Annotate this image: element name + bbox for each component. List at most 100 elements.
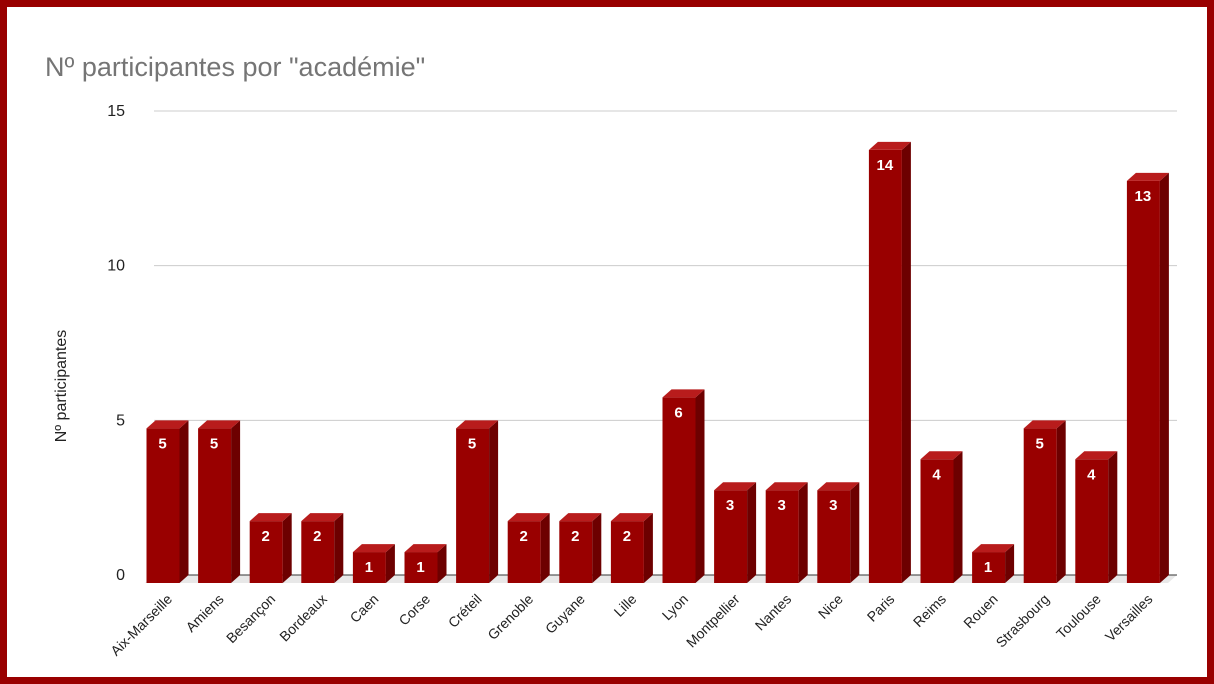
- bar-side: [798, 482, 808, 583]
- x-tick-label: Montpellier: [683, 591, 743, 651]
- bar-top: [352, 544, 395, 553]
- bar-top: [868, 141, 911, 150]
- bar-top: [456, 420, 499, 429]
- y-tick-label: 5: [116, 412, 125, 429]
- bar-value-label: 13: [1135, 188, 1152, 205]
- bar: [817, 490, 851, 583]
- bar-value-label: 6: [674, 404, 682, 421]
- bar-top: [817, 482, 860, 491]
- bar-side: [231, 420, 241, 583]
- bar-top: [507, 513, 550, 522]
- x-tick-label: Reims: [910, 591, 949, 630]
- bar: [1075, 459, 1109, 583]
- x-tick-label: Caen: [347, 591, 382, 626]
- bar-top: [714, 482, 757, 491]
- bar: [301, 521, 335, 583]
- bar: [662, 397, 696, 583]
- bar-value-label: 3: [726, 497, 734, 514]
- x-tick-label: Rouen: [960, 591, 1000, 631]
- bar-side: [282, 513, 292, 583]
- bar-side: [850, 482, 860, 583]
- x-tick-label: Lyon: [659, 591, 691, 623]
- bar-side: [1005, 544, 1015, 583]
- bar-top: [249, 513, 292, 522]
- bar-side: [901, 141, 911, 583]
- x-tick-label: Créteil: [445, 591, 485, 631]
- bar: [1126, 180, 1160, 583]
- bar: [972, 552, 1006, 583]
- x-tick-label: Versailles: [1102, 591, 1156, 645]
- bar-side: [1108, 451, 1118, 583]
- x-tick-label: Bordeaux: [276, 591, 330, 645]
- bar: [920, 459, 954, 583]
- bar-value-label: 5: [1036, 435, 1044, 452]
- bar-value-label: 14: [877, 157, 894, 174]
- bar-side: [437, 544, 447, 583]
- bar-top: [765, 482, 808, 491]
- bar-top: [662, 389, 705, 398]
- bar-top: [559, 513, 602, 522]
- bar-side: [643, 513, 653, 583]
- bar-value-label: 5: [210, 435, 218, 452]
- x-tick-label: Strasbourg: [993, 591, 1053, 651]
- bar-top: [301, 513, 344, 522]
- y-tick-label: 15: [107, 103, 125, 120]
- bar-value-label: 3: [778, 497, 786, 514]
- bar: [249, 521, 283, 583]
- bar-top: [146, 420, 189, 429]
- bar: [146, 428, 180, 583]
- bar-side: [540, 513, 550, 583]
- bar: [868, 149, 902, 583]
- bar: [610, 521, 644, 583]
- bar: [765, 490, 799, 583]
- x-tick-label: Guyane: [542, 591, 588, 637]
- bar: [507, 521, 541, 583]
- bar-value-label: 1: [416, 559, 424, 576]
- bar-value-label: 2: [623, 528, 631, 545]
- bar-value-label: 1: [365, 559, 373, 576]
- bar: [559, 521, 593, 583]
- bar-side: [334, 513, 344, 583]
- bar-side: [747, 482, 757, 583]
- x-tick-label: Paris: [864, 591, 898, 625]
- bar-side: [179, 420, 189, 583]
- bar-value-label: 5: [468, 435, 476, 452]
- bar-side: [385, 544, 395, 583]
- chart-title: Nº participantes por "académie": [45, 52, 426, 82]
- bar-top: [1075, 451, 1118, 460]
- bar-value-label: 2: [571, 528, 579, 545]
- bar-value-label: 3: [829, 497, 837, 514]
- bar-top: [1126, 172, 1169, 181]
- x-tick-label: Nice: [815, 591, 846, 622]
- bar-side: [1056, 420, 1066, 583]
- plot-floor: [145, 575, 1177, 583]
- x-tick-label: Amiens: [182, 591, 226, 635]
- bar: [404, 552, 438, 583]
- x-tick-label: Besançon: [223, 591, 278, 646]
- bar-top: [1023, 420, 1066, 429]
- bar-value-label: 5: [158, 435, 166, 452]
- x-tick-label: Aix-Marseille: [107, 591, 175, 659]
- bar-side: [695, 389, 705, 583]
- bar: [352, 552, 386, 583]
- y-tick-label: 10: [107, 258, 125, 275]
- bar-top: [972, 544, 1015, 553]
- bar-value-label: 1: [984, 559, 992, 576]
- bar-top: [920, 451, 963, 460]
- bar-side: [1159, 172, 1169, 583]
- bar: [1023, 428, 1057, 583]
- bar-value-label: 4: [1087, 466, 1096, 483]
- bar-top: [404, 544, 447, 553]
- x-tick-label: Lille: [611, 591, 640, 620]
- y-tick-label: 0: [116, 567, 125, 584]
- bar-value-label: 2: [520, 528, 528, 545]
- bar-value-label: 4: [932, 466, 941, 483]
- bar-value-label: 2: [262, 528, 270, 545]
- bar-top: [610, 513, 653, 522]
- x-tick-label: Corse: [395, 591, 433, 629]
- x-tick-label: Toulouse: [1053, 591, 1104, 642]
- x-tick-label: Grenoble: [484, 591, 536, 643]
- bar-side: [953, 451, 963, 583]
- bar: [456, 428, 490, 583]
